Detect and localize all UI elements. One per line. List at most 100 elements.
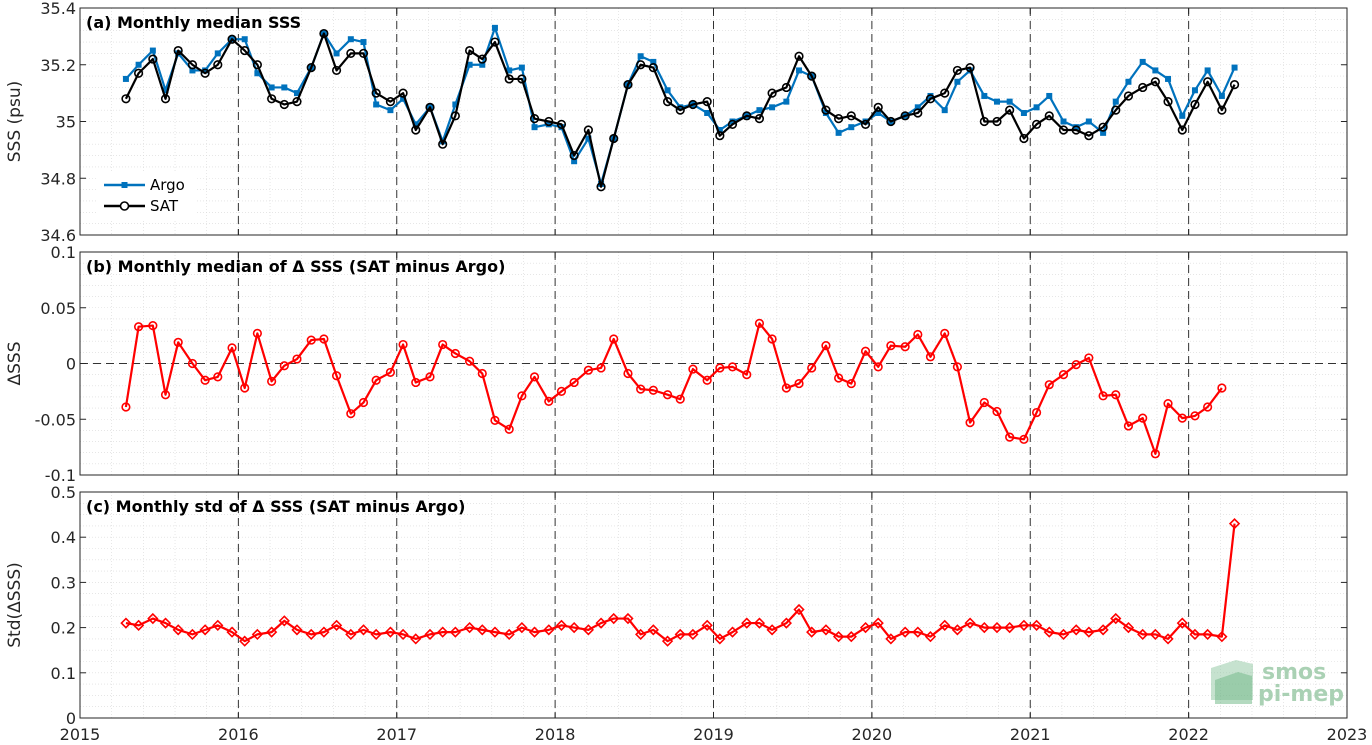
data-point-marker	[914, 104, 921, 111]
data-point-marker	[122, 75, 129, 82]
data-point-marker	[727, 119, 738, 129]
x-tick-label: 2015	[60, 725, 101, 744]
data-point-marker	[675, 394, 685, 404]
data-point-marker	[545, 121, 552, 128]
data-point-marker	[571, 158, 578, 165]
data-point-marker	[715, 131, 725, 141]
data-point-marker	[503, 628, 515, 641]
data-point-marker	[556, 386, 567, 396]
data-point-marker	[213, 372, 223, 382]
data-point-marker	[267, 94, 277, 104]
data-point-marker	[688, 99, 698, 110]
data-point-marker	[200, 68, 210, 78]
series-line-delta	[125, 523, 1236, 643]
data-point-marker	[1177, 413, 1187, 423]
data-point-marker	[754, 318, 765, 328]
data-point-marker	[160, 390, 171, 400]
data-point-marker	[346, 409, 356, 419]
data-point-marker	[544, 396, 554, 407]
data-point-marker	[822, 109, 829, 116]
legend-box	[98, 172, 196, 220]
data-point-marker	[940, 88, 950, 98]
data-point-marker	[886, 341, 896, 351]
data-point-marker	[993, 98, 1000, 105]
data-point-marker	[796, 67, 803, 74]
logo-swath-back	[1211, 660, 1253, 700]
x-tick-label: 2018	[535, 725, 576, 744]
data-point-marker	[189, 67, 196, 74]
data-point-marker	[821, 105, 831, 115]
data-point-marker	[506, 67, 513, 74]
data-point-marker	[347, 36, 354, 43]
data-point-marker	[951, 624, 964, 636]
data-point-marker	[583, 125, 593, 135]
data-point-marker	[702, 97, 712, 107]
data-point-marker	[292, 97, 302, 107]
data-point-marker	[305, 628, 317, 641]
y-tick-label: 0	[66, 709, 76, 728]
data-point-marker	[132, 619, 145, 631]
data-point-marker	[701, 619, 713, 631]
data-point-marker	[1084, 353, 1094, 363]
data-point-marker	[504, 424, 514, 434]
data-point-marker	[1019, 133, 1029, 144]
data-point-marker	[726, 626, 739, 638]
data-point-marker	[650, 58, 657, 65]
x-tick-label: 2022	[1168, 725, 1209, 744]
logo-swath-front	[1215, 672, 1252, 704]
data-point-marker	[835, 129, 842, 136]
x-tick-label: 2023	[1327, 725, 1368, 744]
panel-a-title: (a) Monthly median SSS	[86, 13, 301, 32]
data-point-marker	[714, 633, 726, 645]
data-point-marker	[133, 68, 144, 78]
data-point-marker	[834, 114, 844, 124]
y-tick-label: 35	[56, 113, 76, 132]
data-point-marker	[954, 78, 961, 85]
data-point-marker	[319, 28, 329, 39]
data-point-marker	[1179, 112, 1186, 119]
data-point-marker	[1006, 98, 1013, 105]
y-tick-label: 0.4	[51, 528, 76, 547]
data-point-marker	[1122, 621, 1135, 634]
data-point-marker	[252, 328, 262, 338]
data-point-marker	[569, 150, 579, 161]
data-point-marker	[476, 624, 488, 636]
panel-b-delta-median: -0.1 -0.05 0 0.05 0.1	[35, 243, 1348, 485]
data-point-marker	[241, 36, 248, 43]
data-point-marker	[1070, 624, 1082, 636]
data-point-marker	[1165, 75, 1172, 82]
data-point-marker	[1100, 129, 1107, 136]
panel-a-ylabel: SSS (psu)	[5, 81, 25, 162]
data-point-marker	[278, 615, 290, 627]
data-point-marker	[1073, 124, 1080, 131]
data-point-marker	[635, 628, 647, 641]
data-point-marker	[846, 378, 856, 389]
data-point-marker	[400, 95, 407, 102]
data-point-marker	[1057, 628, 1070, 641]
data-point-marker	[807, 71, 817, 81]
data-point-marker	[239, 635, 251, 647]
data-point-marker	[1018, 619, 1030, 631]
data-point-marker	[384, 626, 397, 638]
data-point-marker	[1060, 118, 1067, 125]
data-point-marker	[872, 617, 884, 629]
data-point-marker	[267, 376, 277, 386]
legend-sat-marker	[119, 201, 130, 211]
data-point-marker	[371, 375, 381, 385]
data-point-marker	[555, 619, 568, 631]
data-point-marker	[172, 624, 184, 636]
data-point-marker	[173, 45, 183, 56]
data-point-marker	[716, 127, 723, 134]
data-point-marker	[1203, 402, 1213, 412]
data-point-marker	[952, 65, 962, 76]
data-point-marker	[941, 107, 948, 114]
data-point-marker	[885, 633, 897, 645]
data-point-marker	[291, 624, 303, 636]
data-point-marker	[964, 617, 976, 629]
data-point-marker	[1125, 78, 1132, 85]
data-point-marker	[979, 116, 989, 127]
y-tick-label: 34.8	[40, 169, 76, 188]
data-point-marker	[662, 97, 673, 107]
data-point-marker	[293, 90, 300, 97]
